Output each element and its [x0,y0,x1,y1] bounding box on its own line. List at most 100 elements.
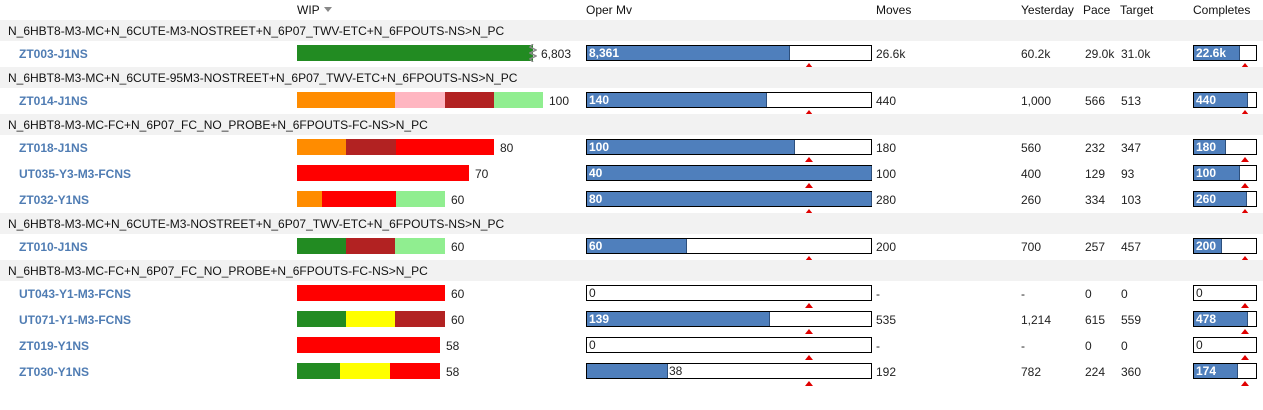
table-row: ZT018-J1NS 80 100 180 560 232 347 180 [0,135,1263,162]
completes-bar: 22.6k [1193,45,1257,61]
pace-value: 0 [1085,339,1092,353]
wip-value: 60 [451,193,465,207]
wip-table: N_6HBT8-M3-MC+N_6CUTE-M3-NOSTREET+N_6P07… [0,20,1263,386]
wip-value: 60 [451,240,465,254]
completes-bar-fill [1194,140,1226,154]
oper-mv-bar-fill [587,46,790,60]
group-row: N_6HBT8-M3-MC+N_6CUTE-M3-NOSTREET+N_6P07… [0,20,1263,41]
wip-bar [297,45,533,61]
table-row: ZT032-Y1NS 60 80 280 260 334 103 260 [0,187,1263,214]
yesterday-value: - [1021,287,1025,301]
completes-bar-label: 260 [1196,192,1217,206]
target-marker-icon [1241,329,1249,334]
entity-link[interactable]: ZT032-Y1NS [19,193,90,207]
wip-header-label: WIP [297,3,320,17]
entity-link[interactable]: ZT019-Y1NS [19,339,90,353]
target-marker-icon [805,303,813,308]
target-marker-icon [805,63,813,68]
yesterday-value: 60.2k [1021,47,1051,61]
wip-segment [396,191,445,207]
moves-value: 200 [876,240,897,254]
completes-bar-label: 0 [1196,338,1203,352]
target-marker-icon [805,209,813,214]
pace-value: 615 [1085,313,1106,327]
target-marker-icon [1241,183,1249,188]
group-row: N_6HBT8-M3-MC-FC+N_6P07_FC_NO_PROBE+N_6F… [0,114,1263,135]
oper-mv-bar-label: 40 [589,166,603,180]
table-row: ZT003-J1NS 6,803 8,361 26.6k 60.2k 29.0k 31.0k… [0,41,1263,68]
oper-mv-bar-label: 140 [589,93,610,107]
moves-value: 180 [876,141,897,155]
completes-bar-fill [1194,239,1222,253]
completes-header[interactable]: Completes [1193,3,1251,17]
target-value: 0 [1121,339,1128,353]
wip-segment [297,165,469,181]
pace-value: 0 [1085,287,1092,301]
pace-value: 129 [1085,167,1106,181]
wip-header[interactable]: WIP [297,3,332,17]
oper-mv-bar: 38 [586,363,872,379]
completes-bar: 180 [1193,139,1257,155]
entity-link[interactable]: UT035-Y3-M3-FCNS [19,167,132,181]
table-row: ZT014-J1NS 100 140 440 1,000 566 513 440 [0,88,1263,115]
wip-segment [394,311,445,327]
entity-link[interactable]: ZT030-Y1NS [19,365,90,379]
entity-link[interactable]: UT043-Y1-M3-FCNS [19,287,132,301]
oper-mv-header[interactable]: Oper Mv [586,3,633,17]
completes-bar-fill [1194,166,1240,180]
entity-link[interactable]: ZT010-J1NS [19,240,88,254]
entity-link[interactable]: ZT014-J1NS [19,94,88,108]
completes-bar: 200 [1193,238,1257,254]
pace-value: 334 [1085,193,1106,207]
oper-mv-bar: 0 [586,337,872,353]
wip-bar [297,363,440,379]
target-value: 0 [1121,287,1128,301]
wip-segment [297,92,396,108]
wip-bar [297,285,445,301]
oper-mv-bar: 139 [586,311,872,327]
oper-mv-bar-fill [587,239,687,253]
moves-header[interactable]: Moves [876,3,912,17]
entity-link[interactable]: ZT003-J1NS [19,47,88,61]
oper-mv-bar: 140 [586,92,872,108]
table-row: ZT010-J1NS 60 60 200 700 257 457 200 [0,234,1263,261]
target-marker-icon [805,329,813,334]
axis-break-icon [528,43,538,63]
completes-bar: 0 [1193,285,1257,301]
completes-bar: 100 [1193,165,1257,181]
moves-value: 26.6k [876,47,906,61]
oper-mv-bar-fill [587,364,668,378]
wip-segment [322,191,397,207]
target-marker-icon [1241,157,1249,162]
completes-bar-fill [1194,93,1248,107]
yesterday-value: 1,214 [1021,313,1052,327]
wip-segment [297,139,347,155]
wip-value: 100 [549,94,570,108]
oper-mv-bar-label: 100 [589,140,610,154]
wip-segment [346,139,396,155]
target-header[interactable]: Target [1120,3,1154,17]
moves-value: 440 [876,94,897,108]
oper-mv-bar: 60 [586,238,872,254]
wip-bar [297,337,440,353]
entity-link[interactable]: UT071-Y1-M3-FCNS [19,313,132,327]
pace-header[interactable]: Pace [1083,3,1111,17]
oper-mv-bar: 80 [586,191,872,207]
completes-bar-label: 180 [1196,140,1217,154]
oper-mv-bar-label: 139 [589,312,610,326]
target-value: 103 [1121,193,1142,207]
wip-value: 6,803 [541,47,572,61]
target-marker-icon [1241,303,1249,308]
target-marker-icon [805,157,813,162]
oper-mv-bar-label: 0 [589,286,596,300]
yesterday-value: 700 [1021,240,1042,254]
entity-link[interactable]: ZT018-J1NS [19,141,88,155]
wip-segment [395,139,494,155]
wip-bar [297,238,445,254]
oper-mv-bar-label: 60 [589,239,603,253]
yesterday-value: 260 [1021,193,1042,207]
target-value: 559 [1121,313,1142,327]
wip-bar [297,191,445,207]
yesterday-header[interactable]: Yesterday [1021,3,1074,17]
wip-bar [297,165,469,181]
